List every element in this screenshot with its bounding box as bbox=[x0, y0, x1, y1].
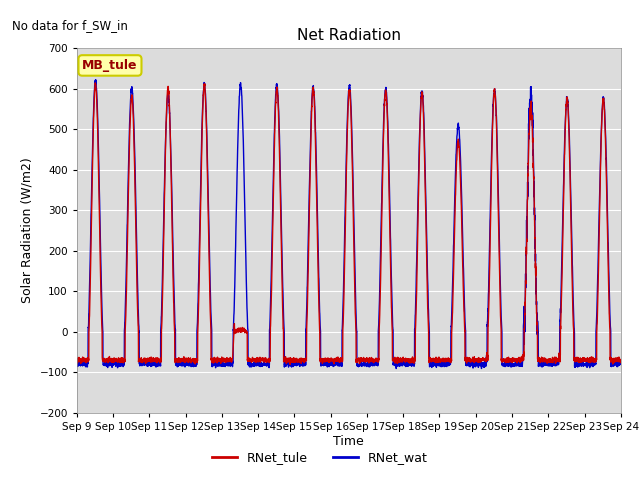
Legend: RNet_tule, RNet_wat: RNet_tule, RNet_wat bbox=[207, 446, 433, 469]
Text: No data for f_SW_in: No data for f_SW_in bbox=[12, 19, 127, 32]
RNet_tule bbox=[73, 359, 81, 364]
RNet_tule bbox=[441, 358, 449, 364]
RNet_wat bbox=[73, 363, 81, 369]
RNet_wat bbox=[616, 359, 624, 365]
RNet_wat bbox=[329, 360, 337, 365]
RNet_tule bbox=[617, 358, 625, 363]
RNet_tule bbox=[616, 359, 624, 364]
RNet_wat bbox=[441, 360, 449, 366]
RNet_tule bbox=[471, 358, 479, 363]
Text: MB_tule: MB_tule bbox=[82, 59, 138, 72]
RNet_wat bbox=[92, 77, 100, 83]
RNet_wat bbox=[171, 313, 179, 319]
RNet_wat bbox=[617, 360, 625, 366]
RNet_wat bbox=[477, 366, 485, 372]
RNet_wat bbox=[471, 360, 479, 366]
Title: Net Radiation: Net Radiation bbox=[297, 28, 401, 43]
X-axis label: Time: Time bbox=[333, 434, 364, 448]
Line: RNet_wat: RNet_wat bbox=[77, 80, 621, 369]
RNet_tule bbox=[92, 80, 99, 86]
Y-axis label: Solar Radiation (W/m2): Solar Radiation (W/m2) bbox=[21, 157, 34, 303]
RNet_tule bbox=[286, 361, 294, 367]
Line: RNet_tule: RNet_tule bbox=[77, 83, 621, 364]
RNet_tule bbox=[329, 359, 337, 364]
RNet_wat bbox=[502, 362, 509, 368]
RNet_tule bbox=[502, 356, 509, 362]
RNet_tule bbox=[171, 328, 179, 334]
